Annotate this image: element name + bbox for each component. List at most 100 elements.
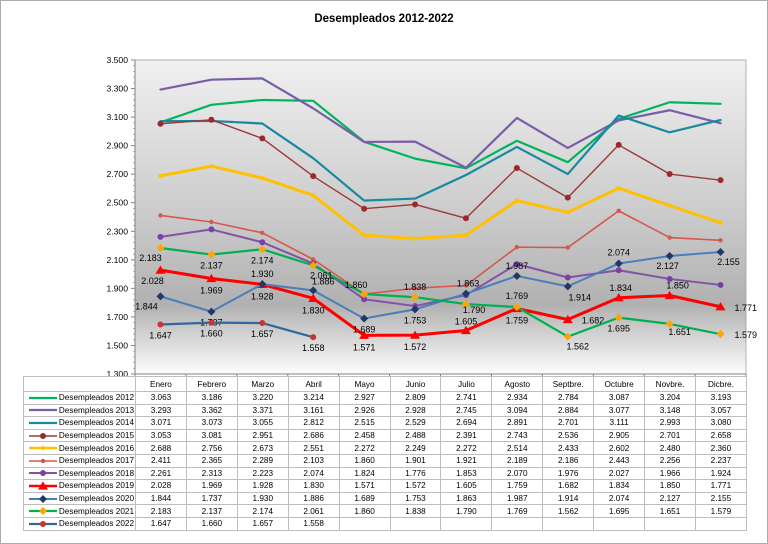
value-cell: 2.926 (338, 403, 391, 418)
value-cell: 2.391 (440, 428, 493, 443)
y-tick-label: 1.300 (106, 369, 128, 376)
value-cell: 3.293 (135, 403, 187, 418)
legend-key-icon (28, 445, 57, 451)
data-label: 2.028 (141, 276, 164, 286)
value-cell: 1.901 (389, 453, 442, 468)
legend-key-icon (28, 458, 57, 463)
value-cell: 1.987 (491, 491, 544, 506)
data-label: 1.987 (506, 261, 529, 271)
value-cell: 1.860 (338, 453, 391, 468)
value-cell (542, 516, 595, 531)
value-cell: 1.976 (542, 466, 595, 481)
table-row-2022: Desempleados 2022 1.647 1.660 1.657 1.558 (23, 516, 747, 531)
series-name: Desempleados 2012 (58, 393, 134, 403)
y-tick-label: 2.100 (106, 255, 128, 265)
table-row-2021: Desempleados 2021 2.183 2.137 2.174 2.061 1.8… (23, 504, 747, 518)
value-cell: 2.784 (542, 391, 595, 405)
value-cell: 3.362 (185, 403, 238, 418)
column-header: Marzo (236, 376, 289, 392)
series-desempleados-2014 (159, 114, 722, 202)
legend-key-icon (28, 396, 57, 399)
series-name: Desempleados 2017 (58, 456, 134, 466)
data-label: 1.886 (312, 276, 335, 286)
value-cell: 1.966 (644, 466, 696, 481)
legend-cell: Desempleados 2016 (23, 441, 136, 455)
value-cell: 2.028 (135, 479, 187, 493)
value-cell: 2.951 (236, 428, 289, 443)
value-cell: 2.934 (491, 391, 544, 405)
data-label: 1.930 (251, 269, 274, 279)
value-cell: 2.927 (338, 391, 391, 405)
table-row-2015: Desempleados 2015 3.053 3.081 2.951 2.686 2.4… (23, 428, 747, 443)
value-cell: 1.844 (135, 491, 187, 506)
legend-cell: Desempleados 2021 (23, 504, 136, 518)
value-cell: 2.223 (236, 466, 289, 481)
series-desempleados-2012 (159, 98, 722, 170)
value-cell: 2.673 (236, 441, 289, 455)
column-header: Julio (440, 376, 493, 392)
value-cell: 3.077 (593, 403, 646, 418)
data-label: 1.928 (251, 291, 274, 301)
value-cell: 2.602 (593, 441, 646, 455)
data-label: 2.061 (310, 270, 333, 280)
value-cell: 3.094 (491, 403, 544, 418)
value-cell: 2.928 (389, 403, 442, 418)
value-cell: 2.189 (491, 453, 544, 468)
value-cell: 1.759 (491, 479, 544, 493)
legend-cell: Desempleados 2020 (23, 491, 136, 506)
value-cell: 2.313 (185, 466, 238, 481)
value-cell: 1.863 (440, 491, 493, 506)
data-label: 2.183 (139, 253, 162, 263)
legend-key-icon (28, 432, 57, 439)
value-cell: 2.745 (440, 403, 493, 418)
y-tick-label: 1.900 (106, 283, 128, 293)
data-label: 1.558 (302, 343, 325, 353)
series-desempleados-2021: 2.183 2.137 2.174 2.061 1.860 1.838 1.790 1.769… (139, 243, 757, 352)
value-cell: 2.289 (236, 453, 289, 468)
value-cell: 3.055 (236, 416, 289, 430)
value-cell: 1.571 (338, 479, 391, 493)
data-label: 1.759 (506, 315, 529, 325)
value-cell: 1.790 (440, 504, 493, 518)
column-header: Septbre. (542, 376, 595, 392)
value-cell: 1.834 (593, 479, 646, 493)
value-cell: 2.701 (644, 428, 696, 443)
legend-key-icon (28, 494, 57, 503)
value-cell: 1.860 (338, 504, 391, 518)
data-label: 1.605 (455, 316, 478, 326)
y-tick-label: 1.700 (106, 312, 128, 322)
data-label: 1.863 (457, 279, 480, 289)
column-header: Novbre. (644, 376, 696, 392)
value-cell: 1.928 (236, 479, 289, 493)
value-cell: 2.365 (185, 453, 238, 468)
data-label: 2.155 (717, 257, 740, 267)
value-cell: 1.838 (389, 504, 442, 518)
value-cell: 3.193 (694, 391, 747, 405)
value-cell (694, 516, 747, 531)
table-row-2017: Desempleados 2017 2.411 2.365 2.289 2.103 1.8… (23, 453, 747, 468)
data-label: 1.682 (582, 315, 605, 325)
legend-key-icon (28, 421, 57, 425)
value-cell: 2.701 (542, 416, 595, 430)
value-cell (593, 516, 646, 531)
data-label: 1.571 (353, 342, 376, 352)
column-header: Octubre (593, 376, 646, 392)
value-cell: 3.080 (694, 416, 747, 430)
value-cell: 2.756 (185, 441, 238, 455)
y-tick-label: 3.100 (106, 112, 128, 122)
series-name: Desempleados 2020 (58, 494, 134, 504)
value-cell: 2.809 (389, 391, 442, 405)
value-cell: 2.514 (491, 441, 544, 455)
value-cell: 2.237 (694, 453, 747, 468)
series-name: Desempleados 2016 (58, 443, 134, 453)
column-header: Agosto (491, 376, 544, 392)
value-cell: 1.776 (389, 466, 442, 481)
table-row-2020: Desempleados 2020 1.844 1.737 1.930 1.886 1.6… (23, 491, 747, 506)
value-cell (491, 516, 544, 531)
value-cell: 3.148 (644, 403, 696, 418)
value-cell: 1.647 (135, 516, 187, 531)
value-cell: 2.137 (185, 504, 238, 518)
series-name: Desempleados 2019 (58, 481, 134, 491)
column-header: Mayo (338, 376, 391, 392)
series-name: Desempleados 2021 (58, 506, 134, 516)
